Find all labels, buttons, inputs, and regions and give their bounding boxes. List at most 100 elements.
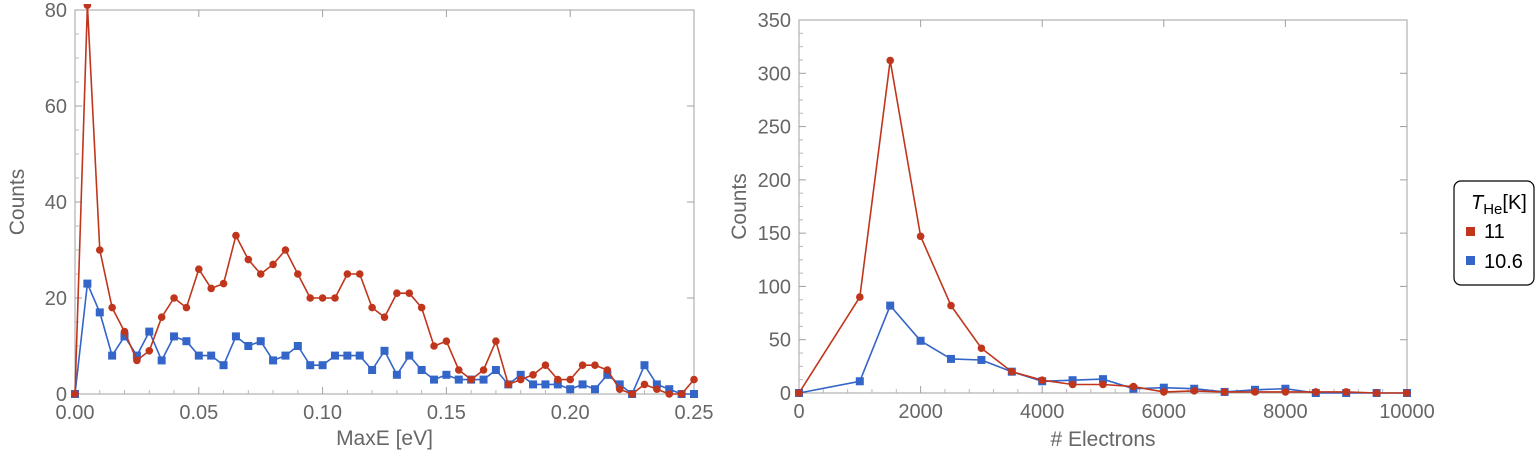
y-tick-label: 300 xyxy=(758,63,791,85)
data-point xyxy=(170,294,178,302)
y-tick-label: 20 xyxy=(45,288,67,310)
x-tick-label: 0.05 xyxy=(179,402,218,424)
data-point xyxy=(467,375,475,384)
data-point xyxy=(578,380,587,389)
x-tick-label: 4000 xyxy=(1020,401,1065,423)
legend-title-unit: [K] xyxy=(1502,192,1526,214)
data-point xyxy=(615,380,624,389)
data-point xyxy=(652,380,661,389)
legend-title-symbol: T xyxy=(1471,192,1485,214)
plot-frame xyxy=(798,19,1408,394)
x-tick-label: 0.10 xyxy=(303,402,342,424)
data-point xyxy=(479,366,488,374)
data-point xyxy=(1129,382,1138,391)
data-point xyxy=(578,361,587,370)
y-tick-label: 350 xyxy=(758,10,791,32)
x-tick-label: 0.00 xyxy=(56,402,95,424)
data-point xyxy=(529,380,538,389)
data-point xyxy=(368,303,376,312)
y-tick-label: 40 xyxy=(45,192,67,214)
data-point xyxy=(71,390,79,398)
data-point xyxy=(442,370,451,379)
data-point xyxy=(170,332,179,341)
data-point xyxy=(665,385,674,394)
data-point xyxy=(417,366,426,374)
data-point xyxy=(1068,380,1077,389)
data-point xyxy=(566,385,575,394)
data-point xyxy=(157,313,166,322)
data-point xyxy=(133,356,141,365)
y-tick-label: 60 xyxy=(45,96,67,118)
data-point xyxy=(947,301,955,310)
data-point xyxy=(343,351,352,360)
data-point xyxy=(1160,388,1168,396)
data-point xyxy=(195,265,203,274)
y-axis-label: Counts xyxy=(728,173,751,240)
data-point xyxy=(603,370,612,379)
data-point xyxy=(343,270,352,278)
data-point xyxy=(492,337,500,346)
data-point xyxy=(306,361,315,370)
data-point xyxy=(795,389,803,397)
data-point xyxy=(640,380,649,389)
data-point xyxy=(194,351,203,360)
data-point xyxy=(1342,388,1350,396)
data-point xyxy=(380,313,389,322)
data-point xyxy=(541,380,550,389)
data-point xyxy=(368,366,377,374)
data-point xyxy=(392,370,401,379)
data-point xyxy=(281,351,290,360)
data-point xyxy=(1159,383,1168,392)
legend: THe[K] 11 10.6 xyxy=(1453,180,1535,286)
y-tick-label: 0 xyxy=(780,383,791,405)
x-tick-label: 8000 xyxy=(1263,401,1308,423)
data-point xyxy=(603,366,612,374)
data-point xyxy=(145,347,154,355)
series-10-6 xyxy=(71,279,698,398)
data-point xyxy=(269,260,277,269)
data-point xyxy=(977,355,986,364)
data-point xyxy=(108,351,117,360)
data-point xyxy=(182,303,191,312)
data-point xyxy=(886,56,894,65)
data-point xyxy=(417,303,426,312)
data-point xyxy=(1312,388,1320,396)
data-point xyxy=(541,361,550,370)
data-point xyxy=(1008,367,1016,376)
y-tick-label: 0 xyxy=(56,384,67,406)
y-tick-label: 150 xyxy=(758,223,791,245)
data-point xyxy=(120,332,129,341)
data-point xyxy=(231,332,240,341)
data-point xyxy=(294,270,302,278)
data-point xyxy=(281,246,290,254)
data-point xyxy=(219,361,228,370)
data-point xyxy=(95,308,104,317)
data-point xyxy=(393,289,401,298)
x-tick-label: 2000 xyxy=(898,401,943,423)
data-point xyxy=(454,366,463,374)
data-point xyxy=(677,390,686,398)
y-tick-label: 250 xyxy=(758,117,791,139)
data-point xyxy=(1190,387,1198,395)
data-point xyxy=(331,294,339,302)
y-tick-label: 100 xyxy=(758,276,791,298)
data-point xyxy=(95,246,104,254)
data-point xyxy=(653,385,661,394)
data-point xyxy=(207,284,215,293)
data-point xyxy=(690,390,698,398)
right-chart-panel: 0 2000 4000 6000 8000 10000 0 50 100 150 200 250 300… xyxy=(728,10,1435,451)
data-point xyxy=(182,337,191,346)
data-point xyxy=(1251,388,1259,396)
data-point xyxy=(615,385,624,394)
y-axis-label: Counts xyxy=(6,169,29,236)
data-point xyxy=(665,390,674,398)
left-chart-panel: 0.00 0.05 0.10 0.15 0.20 0.25 0 20 40 60 80 MaxE [e… xyxy=(6,0,713,450)
data-point xyxy=(640,361,649,370)
data-point xyxy=(947,354,955,363)
data-point xyxy=(318,294,327,302)
series-line-11 xyxy=(798,59,1407,394)
data-point xyxy=(516,375,525,384)
data-point xyxy=(491,366,500,374)
data-point xyxy=(479,375,488,384)
x-tick-label: 0 xyxy=(793,401,804,423)
